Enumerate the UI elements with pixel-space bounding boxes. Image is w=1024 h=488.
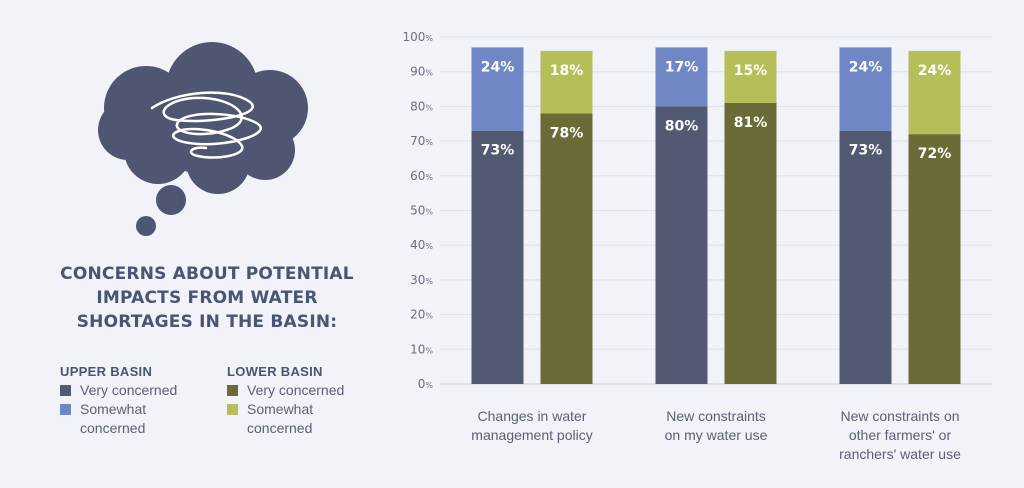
thought-cloud-icon [98, 42, 308, 236]
data-label: 73% [849, 143, 883, 159]
y-tick-label: 100% [402, 30, 433, 44]
data-label: 78% [550, 125, 584, 141]
category-label: management policy [471, 427, 592, 443]
scribble-icon [150, 91, 262, 159]
y-tick-label: 10% [410, 342, 433, 356]
data-label: 24% [918, 63, 952, 79]
y-tick-label: 90% [410, 65, 433, 79]
bar-segment [908, 134, 961, 384]
legend-item: Somewhat concerned [60, 400, 230, 438]
bar-segment [471, 130, 524, 384]
legend-label: Very concerned [80, 382, 178, 398]
legend-heading: LOWER BASIN [227, 364, 323, 379]
bar-segment [839, 130, 892, 384]
data-label: 24% [481, 59, 515, 75]
legend-item: Somewhat concerned [227, 400, 397, 438]
category-label: Changes in water [478, 408, 587, 424]
data-label: 17% [665, 59, 699, 75]
y-tick-label: 70% [410, 134, 433, 148]
legend-label: Somewhat [80, 401, 147, 417]
data-label: 18% [550, 63, 584, 79]
legend-upper-basin: UPPER BASIN Very concerned Somewhat conc… [60, 364, 230, 438]
bar-segment [655, 106, 708, 385]
category-label: ranchers' water use [839, 446, 961, 462]
y-tick-label: 40% [410, 238, 433, 252]
legend-item: Very concerned [227, 381, 397, 400]
legend-swatch [60, 404, 71, 415]
title-line: IMPACTS FROM WATER [96, 288, 318, 308]
title-line: SHORTAGES IN THE BASIN: [76, 312, 338, 332]
legend-swatch [227, 385, 238, 396]
y-tick-label: 20% [410, 308, 433, 322]
y-tick-label: 60% [410, 169, 433, 183]
bar-segment [839, 47, 892, 131]
data-label: 81% [734, 115, 768, 131]
category-label: other farmers' or [849, 427, 952, 443]
category-label: on my water use [665, 427, 768, 443]
category-label: New constraints on [840, 408, 959, 424]
legend-lower-basin: LOWER BASIN Very concerned Somewhat conc… [227, 364, 397, 438]
y-tick-label: 80% [410, 99, 433, 113]
data-label: 24% [849, 59, 883, 75]
legend-swatch [60, 385, 71, 396]
legend-label: concerned [80, 420, 146, 436]
legend-heading: UPPER BASIN [60, 364, 153, 379]
data-label: 73% [481, 143, 515, 159]
data-label: 15% [734, 63, 768, 79]
legend-label: concerned [247, 420, 313, 436]
y-tick-label: 50% [410, 204, 433, 218]
data-label: 72% [918, 146, 952, 162]
bar-segment [540, 113, 593, 384]
title-line: CONCERNS ABOUT POTENTIAL [60, 264, 354, 284]
bar-segment [471, 47, 524, 131]
legend-item: Very concerned [60, 381, 230, 400]
legend-label: Somewhat [247, 401, 314, 417]
data-label: 80% [665, 118, 699, 134]
legend-label: Very concerned [247, 382, 345, 398]
bar-segment [724, 50, 777, 103]
bar-segment [655, 47, 708, 107]
page-title: CONCERNS ABOUT POTENTIAL IMPACTS FROM WA… [22, 262, 392, 334]
bar-segment [724, 102, 777, 385]
y-tick-label: 0% [418, 377, 434, 391]
category-label: New constraints [666, 408, 766, 424]
bar-segment [540, 50, 593, 114]
y-tick-label: 30% [410, 273, 433, 287]
bar-segment [908, 50, 961, 135]
legend-swatch [227, 404, 238, 415]
